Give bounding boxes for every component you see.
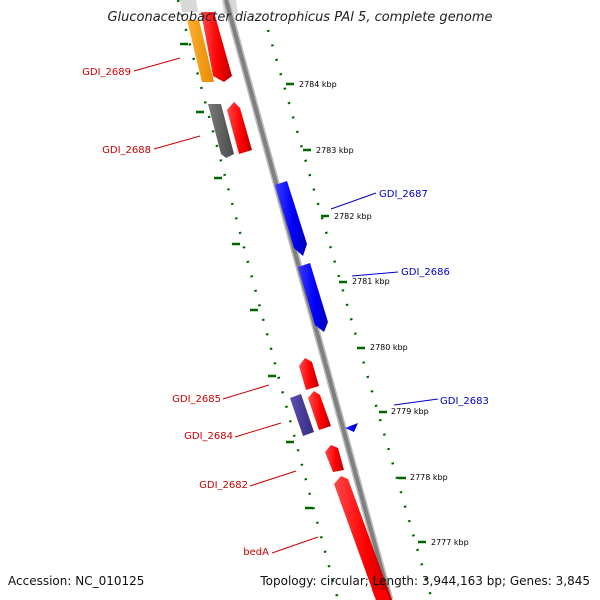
accession-label: Accession: xyxy=(8,574,76,588)
gene-feature-gdi-2685 xyxy=(299,358,319,390)
gene-feature-gdi-2684-purple xyxy=(290,394,314,436)
gene-label-gdi-2686: GDI_2686 xyxy=(401,267,450,278)
gene-label-beda: bedA xyxy=(243,547,269,558)
scale-label: 2782 kbp xyxy=(334,212,372,221)
genome-stats: Topology: circularLength: 3,944,163 bpGe… xyxy=(260,574,590,588)
gene-feature-gdi-2688 xyxy=(227,102,252,154)
gene-feature-gdi-2689 xyxy=(201,12,232,82)
page-title: Gluconacetobacter diazotrophicus PAl 5, … xyxy=(107,10,493,25)
gene-feature-beda xyxy=(334,476,392,600)
gene-feature-orange xyxy=(187,20,214,82)
scale-label: 2784 kbp xyxy=(299,80,337,89)
gene-label-gdi-2689: GDI_2689 xyxy=(82,67,131,78)
length-info: Length: 3,944,163 bp xyxy=(365,574,502,588)
gene-feature-gdi-2682 xyxy=(325,445,344,472)
gene-label-gdi-2685: GDI_2685 xyxy=(172,394,221,405)
gene-label-gdi-2683: GDI_2683 xyxy=(440,396,489,407)
scale-label: 2780 kbp xyxy=(370,343,408,352)
scale-label: 2779 kbp xyxy=(391,407,429,416)
gene-feature-gdi-2686 xyxy=(298,263,328,332)
track-shadow xyxy=(180,0,198,12)
gene-label-gdi-2684: GDI_2684 xyxy=(184,431,233,442)
label-leader-lines xyxy=(133,57,439,554)
scale-major-ticks xyxy=(180,42,426,544)
scale-label: 2783 kbp xyxy=(316,146,354,155)
gene-feature-gdi-2684 xyxy=(308,391,331,430)
accession-info: Accession: NC_010125 xyxy=(8,574,144,588)
gene-label-gdi-2688: GDI_2688 xyxy=(102,145,151,156)
gene-label-gdi-2687: GDI_2687 xyxy=(379,189,428,200)
scale-label: 2777 kbp xyxy=(431,538,469,547)
gene-feature-top-red xyxy=(372,590,390,600)
gene-feature-gdi-2687 xyxy=(275,181,307,256)
gene-feature-gdi-2688-gray xyxy=(208,104,234,158)
scale-label: 2781 kbp xyxy=(352,277,390,286)
gene-label-gdi-2682: GDI_2682 xyxy=(199,480,248,491)
gene-feature-gdi-2683 xyxy=(345,423,358,432)
topology-info: Topology: circular xyxy=(260,574,365,588)
scale-label: 2778 kbp xyxy=(410,473,448,482)
accession-value: NC_010125 xyxy=(75,574,145,588)
genes-info: Genes: 3,845 xyxy=(502,574,590,588)
